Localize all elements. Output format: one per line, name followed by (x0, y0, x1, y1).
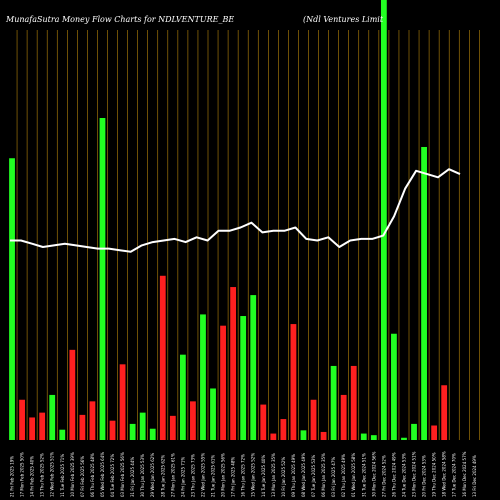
x-tick-label: 05 Wed Feb 2025 64% (100, 452, 105, 497)
money-flow-bar (179, 354, 186, 440)
line-series (10, 168, 461, 253)
x-tick-label: 26 Thu Dec 2024 49% (391, 452, 396, 497)
money-flow-bar (129, 423, 136, 440)
money-flow-bar (370, 435, 377, 440)
money-flow-bar (139, 412, 146, 440)
x-tick-label: 19 Thu Dec 2024 50% (432, 452, 437, 497)
money-flow-bar (330, 365, 337, 440)
x-tick-label: 14 Tue Jan 2025 40% (261, 455, 266, 497)
x-tick-label: 15 Wed Jan 2025 52% (251, 453, 256, 497)
x-tick-label: 30 Mon Dec 2024 56% (371, 451, 376, 497)
x-tick-label: 20 Mon Jan 2025 56% (221, 453, 226, 497)
money-flow-bar (210, 388, 216, 440)
x-tick-label: 18 Wed Dec 2024 58% (442, 451, 447, 497)
x-tick-label: 13 Fri Dec 2024 49% (472, 455, 477, 497)
x-tick-label: 31 Fri Jan 2025 44% (130, 457, 135, 497)
money-flow-bar (340, 394, 347, 440)
money-flow-bar (350, 365, 357, 440)
money-flow-bar (380, 0, 387, 440)
x-tick-label: 14 Fri Feb 2025 40% (30, 456, 35, 497)
x-tick-label: 17 Mon Feb 2025 50% (20, 452, 25, 497)
x-tick-label: 07 Fri Feb 2025 56% (80, 456, 85, 497)
money-flow-bar (69, 349, 76, 440)
money-flow-bar (169, 415, 176, 440)
x-tick-label: 10 Fri Jan 2025 52% (281, 457, 286, 497)
x-tick-label: 11 Tue Feb 2025 71% (60, 454, 65, 497)
money-flow-bar (159, 275, 166, 440)
money-flow-bar (119, 364, 126, 440)
x-tick-label: 21 Fri Feb 2025 19% (10, 456, 15, 497)
money-flow-bar (59, 429, 66, 440)
money-flow-bar (360, 433, 367, 440)
x-tick-label: 20 Fri Dec 2024 53% (422, 455, 427, 497)
x-tick-label: 08 Wed Jan 2025 49% (301, 453, 306, 497)
x-tick-label: 12 Wed Feb 2025 51% (50, 452, 55, 497)
x-tick-label: 10 Mon Feb 2025 39% (70, 452, 75, 497)
x-tick-label: 13 Thu Feb 2025 52% (40, 453, 45, 497)
money-flow-bar (79, 414, 86, 440)
x-tick-label: 02 Thu Jan 2025 49% (341, 454, 346, 497)
money-flow-bar (220, 325, 226, 440)
money-flow-bar (49, 394, 56, 440)
money-flow-bar (109, 420, 116, 440)
x-tick-label: 17 Tue Dec 2024 70% (452, 453, 457, 497)
x-tick-label: 07 Tue Jan 2025 53% (311, 455, 316, 497)
x-tick-label: 24 Tue Dec 2024 53% (401, 453, 406, 497)
money-flow-bar (260, 404, 267, 440)
grid-lines (16, 30, 480, 440)
money-flow-bar (320, 431, 327, 440)
money-flow-bar (441, 385, 448, 440)
money-flow-bar (89, 401, 96, 440)
money-flow-bar (99, 118, 106, 440)
chart-title-right: (Ndl Ventures Limit (303, 15, 384, 24)
x-tick-labels: 21 Fri Feb 2025 19% 17 Mon Feb 2025 50% 14… (10, 451, 477, 497)
money-flow-bar (250, 295, 257, 440)
x-tick-label: 24 Fri Jan 2025 71% (180, 457, 185, 497)
x-tick-label: 16 Thu Jan 2025 72% (241, 454, 246, 497)
money-flow-bar (401, 437, 407, 440)
money-flow-bar (190, 401, 196, 440)
money-flow-bar (431, 425, 438, 440)
money-flow-bar (421, 146, 427, 441)
money-flow-bar (300, 430, 307, 440)
x-tick-label: 31 Tue Dec 2024 51% (361, 453, 366, 497)
money-flow-bar (39, 412, 46, 440)
x-tick-label: 30 Thu Jan 2025 53% (140, 454, 145, 497)
x-tick-label: 03 Fri Jan 2025 47% (331, 457, 336, 497)
x-tick-label: 04 Tue Feb 2025 72% (110, 454, 115, 497)
x-tick-label: 01 Wed Jan 2025 58% (351, 453, 356, 497)
x-tick-label: 03 Mon Feb 2025 56% (120, 452, 125, 497)
x-tick-label: 16 Mon Dec 2024 57% (462, 451, 467, 497)
money-flow-bar (411, 423, 417, 440)
x-tick-label: 06 Mon Jan 2025 35% (321, 453, 326, 497)
x-tick-label: 13 Mon Jan 2025 35% (271, 453, 276, 497)
money-flow-bar (19, 399, 25, 440)
x-tick-label: 17 Fri Jan 2025 48% (231, 457, 236, 497)
x-tick-label: 27 Fri Dec 2024 52% (381, 455, 386, 497)
money-flow-bar (149, 428, 156, 440)
money-flow-bar (240, 316, 247, 440)
x-tick-label: 23 Mon Dec 2024 51% (412, 451, 417, 497)
x-tick-label: 23 Thu Jan 2025 73% (190, 454, 195, 497)
x-tick-label: 21 Tue Jan 2025 61% (211, 455, 216, 497)
x-tick-label: 09 Thu Jan 2025 49% (291, 454, 296, 497)
money-flow-bar (290, 324, 297, 440)
x-tick-label: 28 Tue Jan 2025 62% (160, 455, 165, 497)
money-flow-bar (200, 314, 206, 440)
price-line (10, 168, 461, 253)
bar-series (9, 0, 448, 441)
money-flow-bar (310, 399, 317, 440)
chart-title-left: MunafaSutra Money Flow Charts for NDLVEN… (5, 15, 234, 24)
x-tick-label: 06 Thu Feb 2025 48% (90, 453, 95, 497)
x-tick-label: 29 Wed Jan 2025 62% (150, 453, 155, 497)
money-flow-bar (391, 333, 397, 440)
x-tick-label: 27 Mon Jan 2025 61% (170, 453, 175, 497)
money-flow-bar (280, 419, 287, 440)
money-flow-bar (29, 417, 36, 440)
x-tick-label: 22 Wed Jan 2025 55% (200, 453, 205, 497)
money-flow-bar (230, 287, 237, 440)
money-flow-bar (270, 433, 277, 440)
money-flow-bar (9, 158, 15, 440)
